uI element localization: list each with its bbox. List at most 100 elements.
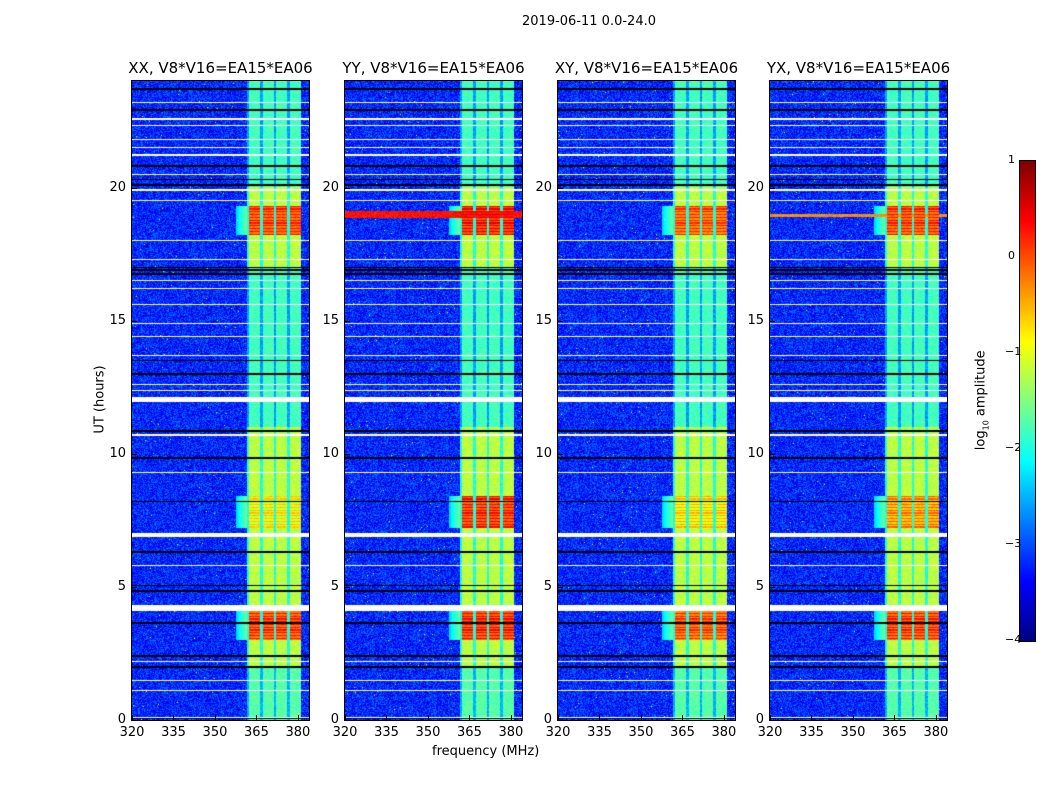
y-tick-mark xyxy=(345,187,350,189)
y-tick-mark xyxy=(345,720,350,721)
x-tick-label: 365 xyxy=(244,725,269,740)
x-tick-label: 365 xyxy=(670,725,695,740)
x-tick-mark xyxy=(386,715,388,720)
panel-yy: YY, V8*V16=EA15*EA06 320 335 350 365 380 0 5 10 1… xyxy=(322,59,524,740)
colorbar-tick-label: −2 xyxy=(1005,441,1022,454)
x-tick-label: 380 xyxy=(285,725,311,740)
y-tick-label: 5 xyxy=(117,578,126,594)
colorbar-tick-label: −1 xyxy=(1005,345,1022,358)
x-axis-label: frequency (MHz) xyxy=(432,744,540,759)
colorbar-tick-label: 1 xyxy=(1008,153,1015,166)
y-tick-label: 20 xyxy=(535,179,552,195)
y-tick-label: 15 xyxy=(747,312,764,328)
y-tick-label: 0 xyxy=(543,712,552,727)
colorbar xyxy=(1019,160,1036,642)
x-tick-mark xyxy=(640,715,642,720)
y-tick-mark xyxy=(558,187,563,189)
panel-title: YX, V8*V16=EA15*EA06 xyxy=(766,59,951,77)
y-tick-mark xyxy=(558,586,563,588)
y-tick-mark xyxy=(558,320,563,322)
y-tick-mark xyxy=(770,320,775,322)
y-tick-mark xyxy=(345,320,350,322)
panel-title: XY, V8*V16=EA15*EA06 xyxy=(554,59,739,77)
x-tick-label: 320 xyxy=(545,725,571,740)
y-tick-mark xyxy=(558,720,563,721)
x-tick-mark xyxy=(510,715,512,720)
x-tick-label: 380 xyxy=(923,725,949,740)
y-tick-mark xyxy=(132,320,137,322)
panel-xx: XX, V8*V16=EA15*EA06 320 335 350 365 380 0 5 10 1… xyxy=(109,59,312,740)
y-tick-label: 0 xyxy=(330,712,339,727)
panel-title: YY, V8*V16=EA15*EA06 xyxy=(342,59,525,77)
figure-title: 2019-06-11 0.0-24.0 xyxy=(522,14,656,29)
panel-yx: YX, V8*V16=EA15*EA06 320 335 350 365 380 0 5 10 1… xyxy=(747,59,950,740)
y-tick-label: 5 xyxy=(330,578,339,594)
x-tick-mark xyxy=(811,715,813,720)
x-tick-label: 320 xyxy=(119,725,145,740)
x-tick-label: 320 xyxy=(332,725,358,740)
waterfall-heatmap xyxy=(770,81,947,720)
x-tick-mark xyxy=(469,715,471,720)
x-tick-mark xyxy=(770,715,771,720)
y-tick-mark xyxy=(132,453,137,455)
y-tick-mark xyxy=(132,720,137,721)
y-tick-mark xyxy=(132,187,137,189)
x-tick-label: 335 xyxy=(799,725,824,740)
waterfall-heatmap xyxy=(345,81,522,720)
x-tick-label: 380 xyxy=(498,725,524,740)
x-tick-label: 350 xyxy=(840,725,866,740)
y-tick-label: 20 xyxy=(109,179,126,195)
y-tick-label: 5 xyxy=(543,578,552,594)
colorbar-tick-label: 0 xyxy=(1008,249,1015,262)
y-tick-label: 0 xyxy=(755,712,764,727)
x-tick-label: 380 xyxy=(711,725,737,740)
x-tick-mark xyxy=(852,715,854,720)
y-tick-mark xyxy=(770,453,775,455)
colorbar-tick-label: −4 xyxy=(1005,633,1022,646)
x-tick-label: 335 xyxy=(161,725,186,740)
x-tick-label: 350 xyxy=(202,725,228,740)
y-tick-mark xyxy=(770,187,775,189)
x-tick-mark xyxy=(132,715,133,720)
y-axis-label: UT (hours) xyxy=(92,365,108,434)
x-tick-mark xyxy=(173,715,175,720)
y-tick-label: 10 xyxy=(747,445,764,461)
y-tick-label: 15 xyxy=(322,312,339,328)
x-tick-mark xyxy=(345,715,346,720)
x-tick-mark xyxy=(935,715,937,720)
x-tick-label: 350 xyxy=(628,725,654,740)
x-tick-mark xyxy=(682,715,684,720)
colorbar-tick-label: −3 xyxy=(1005,537,1022,550)
x-tick-label: 365 xyxy=(457,725,482,740)
y-tick-label: 10 xyxy=(535,445,552,461)
x-tick-mark xyxy=(427,715,429,720)
x-tick-mark xyxy=(599,715,601,720)
y-tick-label: 0 xyxy=(117,712,126,727)
x-tick-mark xyxy=(214,715,216,720)
x-tick-label: 350 xyxy=(415,725,441,740)
y-tick-label: 15 xyxy=(535,312,552,328)
x-tick-label: 335 xyxy=(587,725,612,740)
y-tick-mark xyxy=(132,586,137,588)
y-tick-mark xyxy=(558,453,563,455)
panel-title: XX, V8*V16=EA15*EA06 xyxy=(128,59,313,77)
y-tick-mark xyxy=(770,586,775,588)
y-tick-label: 10 xyxy=(109,445,126,461)
y-tick-label: 20 xyxy=(322,179,339,195)
x-tick-mark xyxy=(256,715,258,720)
y-tick-label: 5 xyxy=(755,578,764,594)
waterfall-heatmap xyxy=(132,81,309,720)
y-tick-label: 10 xyxy=(322,445,339,461)
y-tick-mark xyxy=(345,586,350,588)
panel-xy: XY, V8*V16=EA15*EA06 320 335 350 365 380 0 5 10 1… xyxy=(535,59,738,740)
x-tick-mark xyxy=(558,715,559,720)
y-tick-mark xyxy=(345,453,350,455)
waterfall-heatmap xyxy=(558,81,735,720)
x-tick-label: 365 xyxy=(882,725,907,740)
x-tick-mark xyxy=(894,715,896,720)
x-tick-mark xyxy=(723,715,725,720)
y-tick-label: 15 xyxy=(109,312,126,328)
y-tick-label: 20 xyxy=(747,179,764,195)
x-tick-mark xyxy=(297,715,299,720)
